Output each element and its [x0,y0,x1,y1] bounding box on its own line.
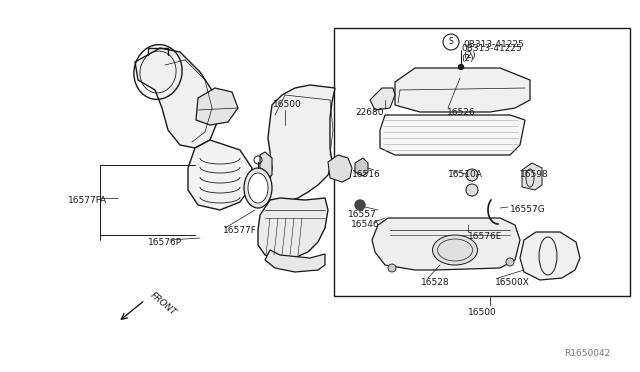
Polygon shape [260,152,272,180]
Polygon shape [262,85,335,202]
Text: 16528: 16528 [421,278,450,287]
Ellipse shape [244,168,272,208]
Polygon shape [372,218,520,270]
Text: (2): (2) [463,51,476,60]
Bar [334,28,630,296]
Text: 0B313-41225: 0B313-41225 [461,44,522,53]
Text: 22680: 22680 [355,108,383,117]
Polygon shape [395,68,530,112]
Circle shape [388,264,396,272]
Text: S: S [449,38,453,46]
Text: 16500: 16500 [468,308,497,317]
Polygon shape [135,48,218,148]
Polygon shape [196,88,238,125]
Polygon shape [380,115,525,155]
Ellipse shape [433,235,477,265]
Circle shape [466,169,478,181]
Text: R1650042: R1650042 [564,349,610,358]
Text: 16510A: 16510A [448,170,483,179]
Text: (2): (2) [461,54,474,63]
Text: 16500X: 16500X [495,278,530,287]
Text: 16557: 16557 [348,210,377,219]
Polygon shape [522,163,542,190]
Text: 16576P: 16576P [148,238,182,247]
Polygon shape [328,155,352,182]
Circle shape [466,184,478,196]
Text: 16577FA: 16577FA [68,196,107,205]
Ellipse shape [248,173,268,203]
Circle shape [458,64,463,70]
Text: 16546: 16546 [351,220,380,229]
Circle shape [355,200,365,210]
Text: 16526: 16526 [447,108,476,117]
Polygon shape [265,250,325,272]
Text: 0B313-41225: 0B313-41225 [463,40,524,49]
Polygon shape [355,158,368,176]
Text: 16598: 16598 [520,170,548,179]
Polygon shape [188,140,252,210]
Polygon shape [370,88,395,110]
Circle shape [506,258,514,266]
Text: 16577F: 16577F [223,226,257,235]
Text: 16576E: 16576E [468,232,502,241]
Polygon shape [520,232,580,280]
Text: FRONT: FRONT [148,291,177,318]
Text: 16557G: 16557G [510,205,546,214]
Text: 16500: 16500 [273,100,301,109]
Text: 16516: 16516 [352,170,381,179]
Polygon shape [258,198,328,260]
